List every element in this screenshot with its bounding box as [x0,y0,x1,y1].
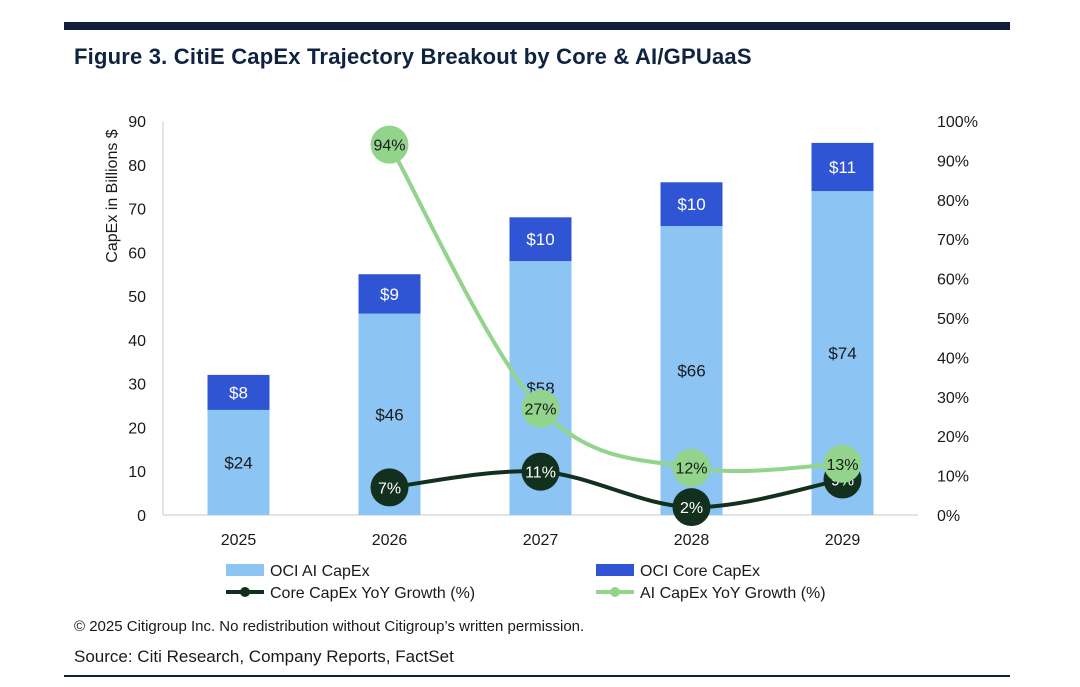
core-growth-marker [521,452,560,491]
core-growth-label: 2% [680,500,703,517]
y2-tick-label: 60% [937,272,969,289]
y-tick-label: 80 [128,158,146,175]
y-tick-label: 30 [128,377,146,394]
y-tick-label: 0 [137,508,146,525]
legend-core-capex-swatch [596,564,634,576]
legend-ai-capex-swatch [226,564,264,576]
y-tick-label: 90 [128,114,146,131]
ai-growth-label: 27% [524,402,556,419]
bar-ai-capex [207,409,270,515]
ai-growth-marker [370,125,409,164]
y2-tick-label: 70% [937,232,969,249]
figure-title: Figure 3. CitiE CapEx Trajectory Breakou… [74,44,752,69]
y2-tick-label: 40% [937,350,969,367]
bar-core-capex [358,274,421,314]
ai-growth-label: 94% [373,138,405,155]
bar-ai-label: $46 [375,405,403,424]
bar-core-label: $10 [677,195,705,214]
ai-growth-label: 13% [826,457,858,474]
y2-tick-label: 20% [937,429,969,446]
y-tick-label: 60 [128,245,146,262]
core-growth-label: 7% [378,480,401,497]
source-note: Source: Citi Research, Company Reports, … [74,647,454,666]
legend-ai-growth-marker [610,587,620,597]
bottom-rule [64,675,1010,677]
bar-ai-label: $24 [224,453,252,472]
legend-ai-growth-label: AI CapEx YoY Growth (%) [640,585,826,602]
bar-core-label: $8 [229,383,248,402]
x-tick-label: 2025 [221,532,257,549]
core-growth-marker [672,488,711,527]
y-tick-label: 40 [128,333,146,350]
y2-tick-label: 100% [937,114,978,131]
bar-core-label: $11 [829,158,856,177]
ai-growth-marker [521,389,560,428]
legend-core-growth-label: Core CapEx YoY Growth (%) [270,585,475,602]
bar-core-capex [660,182,723,227]
legend-core-capex-label: OCI Core CapEx [640,563,760,580]
ai-growth-marker [672,448,711,487]
y2-tick-label: 80% [937,193,969,210]
core-growth-label: 11% [525,465,556,482]
y2-tick-label: 0% [937,508,960,525]
bar-core-capex [509,217,572,262]
y-tick-label: 70 [128,202,146,219]
bar-core-label: $9 [380,285,399,304]
y-axis-title: CapEx in Billions $ [104,129,121,263]
x-tick-label: 2027 [523,532,559,549]
bar-core-capex [207,374,270,410]
x-tick-label: 2028 [674,532,710,549]
y2-tick-label: 30% [937,390,969,407]
bar-core-label: $10 [526,230,554,249]
legend-ai-capex-label: OCI AI CapEx [270,563,370,580]
y2-tick-label: 50% [937,311,969,328]
y-tick-label: 20 [128,420,146,437]
x-tick-label: 2029 [825,532,861,549]
y-tick-label: 10 [128,464,146,481]
bar-core-capex [811,142,874,192]
ai-growth-line [387,142,845,474]
y-tick-label: 50 [128,289,146,306]
ai-growth-label: 12% [675,461,707,478]
top-rule [64,22,1010,30]
y2-tick-label: 10% [937,469,969,486]
core-growth-marker [370,468,409,507]
copyright-notice: © 2025 Citigroup Inc. No redistribution … [74,618,585,635]
bar-ai-label: $74 [828,344,856,363]
bar-ai-label: $66 [677,362,705,381]
x-tick-label: 2026 [372,532,408,549]
ai-growth-marker [823,444,862,483]
capex-chart: 0 10 20 30 40 50 60 70 80 90 0% 10% 20% 30% 40% 50% 60% 7… [104,114,978,602]
y2-tick-label: 90% [937,153,969,170]
core-growth-line [387,469,845,510]
legend-core-growth-marker [240,587,250,597]
